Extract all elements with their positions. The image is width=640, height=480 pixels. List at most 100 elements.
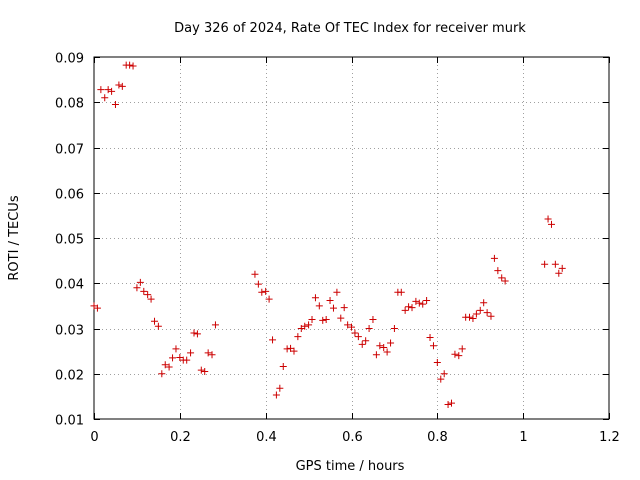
data-point [480,299,488,307]
data-point [311,294,319,302]
data-point [348,323,355,331]
data-point [437,375,445,383]
data-point [262,287,270,295]
x-tick-label: 0.4 [256,430,277,445]
data-point [498,274,506,282]
data-point [447,399,455,407]
data-point [251,270,259,278]
data-point [401,306,409,314]
data-point [204,349,212,357]
data-point [147,295,155,303]
x-tick-label: 1.2 [599,430,620,445]
data-point [111,101,119,109]
data-point [322,315,330,323]
data-point [440,370,448,378]
data-point [490,254,498,262]
data-point [390,325,398,332]
data-point [483,309,491,317]
y-tick-label: 0.09 [55,52,84,67]
data-point [333,288,341,296]
data-point [269,336,277,344]
x-tick-label: 0.2 [170,430,191,445]
data-point [276,384,284,392]
data-point [326,296,334,304]
data-point [101,94,109,102]
data-point [369,315,377,323]
x-tick-label: 0 [90,430,98,445]
data-point [541,260,549,268]
data-point [154,322,162,330]
data-point [494,267,502,275]
data-point [305,321,313,329]
data-point [487,312,495,320]
data-point [423,296,431,304]
data-point [344,321,352,329]
data-points [90,61,566,409]
data-point [397,288,405,296]
x-tick-label: 1 [519,430,527,445]
data-point [197,366,205,374]
data-point [351,329,359,337]
data-point [429,342,437,350]
data-point [426,334,434,342]
data-point [329,304,337,312]
data-point [358,340,366,348]
data-point [387,339,395,347]
data-point [265,295,273,303]
y-tick-label: 0.07 [55,143,84,158]
y-tick-labels: 0.01 0.02 0.03 0.04 0.05 0.06 0.07 0.08 0.09 [55,52,84,429]
data-point [408,304,416,312]
data-point [380,344,388,352]
y-axis-label: ROTI / TECUs [7,195,22,280]
data-point [415,299,423,307]
data-point [129,62,137,70]
data-point [294,333,302,341]
data-point [290,347,298,355]
data-point [104,86,112,94]
data-point [340,304,348,312]
data-point [158,370,166,378]
data-point [308,315,316,323]
data-point [183,356,191,364]
data-point [466,313,474,321]
data-point [169,354,177,362]
data-point [254,280,262,288]
data-point [126,61,134,69]
data-point [193,330,201,338]
data-point [551,260,559,268]
data-point [412,297,420,305]
data-point [118,82,126,90]
data-point [547,220,555,228]
data-point [279,363,287,371]
chart-title: Day 326 of 2024, Rate Of TEC Index for r… [174,21,526,36]
data-point [354,333,362,341]
data-point [376,342,384,350]
data-point [208,351,216,359]
data-point [555,269,563,277]
data-point [444,401,452,409]
data-point [365,325,373,332]
data-point [337,314,345,322]
data-point [372,351,380,359]
data-point [161,361,169,369]
data-point [315,302,323,310]
data-point [187,349,195,357]
x-tick-label: 0.6 [342,430,363,445]
data-point [133,284,141,292]
data-point [472,310,480,318]
data-point [165,363,173,371]
grid-lines [94,57,609,419]
data-point [108,87,116,95]
y-tick-label: 0.03 [55,324,84,339]
data-point [151,317,159,325]
data-point [272,391,280,399]
data-point [419,300,427,308]
data-point [140,287,148,295]
data-point [115,81,123,89]
x-tick-labels: 0 0.2 0.4 0.6 0.8 1 1.2 [90,430,619,445]
data-point [190,329,198,337]
data-point [201,367,209,375]
x-tick-label: 0.8 [427,430,448,445]
data-point [136,278,144,286]
